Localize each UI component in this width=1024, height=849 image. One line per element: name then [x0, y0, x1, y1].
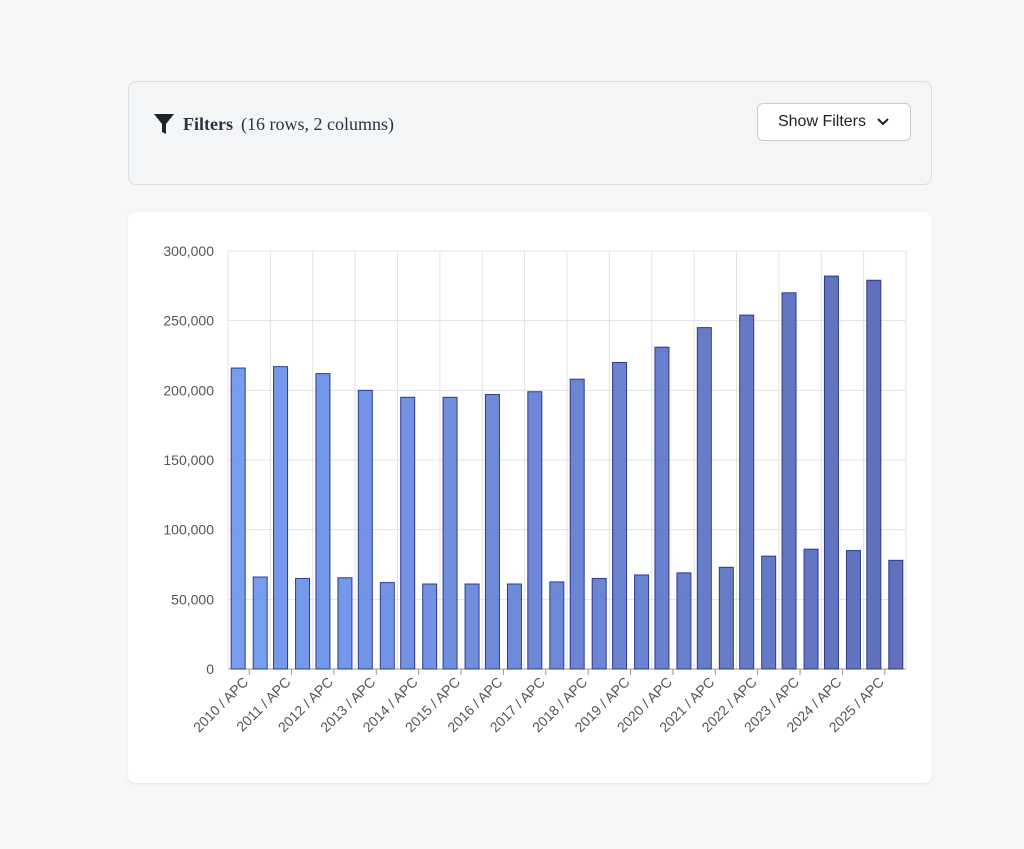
bar: [676, 572, 692, 670]
bar: [654, 346, 670, 670]
bar: [634, 574, 650, 670]
bar: [591, 577, 607, 670]
bar: [739, 314, 755, 670]
bar: [357, 389, 373, 670]
filter-icon: [154, 114, 174, 134]
chevron: [877, 118, 889, 126]
filters-title: Filters (16 rows, 2 columns): [153, 112, 394, 136]
filters-label: Filters: [183, 113, 233, 134]
y-tick-label: 0: [206, 661, 214, 677]
bar: [823, 275, 839, 670]
button-label: Show Filters: [777, 113, 867, 130]
bar: [845, 550, 861, 670]
filters-panel: Filters (16 rows, 2 columns) Show Filter…: [128, 81, 932, 185]
bar: [803, 548, 819, 670]
bar: [718, 566, 734, 670]
bar: [379, 582, 395, 670]
y-tick-label: 200,000: [163, 382, 214, 398]
show-filters-button[interactable]: Show Filters: [757, 103, 911, 141]
bar: [506, 583, 522, 670]
y-tick-label: 250,000: [163, 313, 214, 329]
bar: [273, 366, 289, 670]
y-tick-label: 100,000: [163, 522, 214, 538]
bar: [422, 583, 438, 670]
bar: [337, 577, 353, 670]
bar: [527, 391, 543, 670]
bar: [464, 583, 480, 670]
bar: [484, 394, 500, 670]
bar: [549, 581, 565, 670]
y-tick-label: 150,000: [163, 452, 214, 468]
bar: [888, 559, 904, 670]
y-tick-label: 50,000: [171, 591, 214, 607]
bar: [781, 292, 797, 670]
bar: [252, 576, 268, 670]
bar: [315, 373, 331, 670]
bar: [866, 279, 882, 670]
bar: [569, 378, 585, 670]
bar: [400, 396, 416, 670]
filters-summary: (16 rows, 2 columns): [240, 113, 394, 134]
bar: [442, 396, 458, 670]
bar: [696, 327, 712, 670]
bar: [230, 367, 246, 670]
bar: [612, 361, 628, 670]
y-tick-label: 300,000: [163, 243, 214, 259]
bar: [761, 555, 777, 670]
bar: [295, 577, 311, 670]
